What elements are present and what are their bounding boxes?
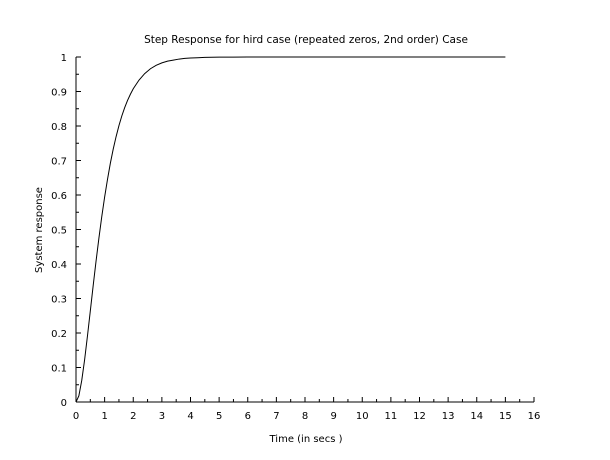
x-tick-label: 6 bbox=[245, 411, 251, 422]
y-ticks: 0 0.1 0.2 0.3 0.4 0.5 0.6 0.7 0.8 0.9 1 bbox=[51, 53, 81, 409]
x-tick-label: 14 bbox=[470, 411, 483, 422]
x-tick-label: 7 bbox=[273, 411, 279, 422]
x-tick-label: 1 bbox=[101, 411, 107, 422]
x-tick-label: 15 bbox=[499, 411, 512, 422]
x-tick-label: 16 bbox=[528, 411, 541, 422]
x-tick-label: 5 bbox=[216, 411, 222, 422]
chart-title: Step Response for hird case (repeated ze… bbox=[144, 34, 468, 46]
x-tick-label: 2 bbox=[130, 411, 136, 422]
y-tick-label: 0.2 bbox=[51, 329, 67, 340]
x-tick-label: 8 bbox=[302, 411, 308, 422]
x-tick-label: 0 bbox=[73, 411, 79, 422]
y-tick-label: 0 bbox=[61, 398, 67, 409]
x-tick-label: 3 bbox=[159, 411, 165, 422]
x-tick-label: 10 bbox=[356, 411, 369, 422]
x-tick-label: 11 bbox=[385, 411, 398, 422]
y-axis-label: System response bbox=[34, 187, 45, 273]
x-tick-label: 13 bbox=[442, 411, 455, 422]
y-tick-label: 0.1 bbox=[51, 364, 67, 375]
y-tick-label: 1 bbox=[61, 53, 67, 64]
y-tick-label: 0.9 bbox=[51, 88, 67, 99]
x-axis-label: Time (in secs ) bbox=[269, 434, 343, 445]
step-response-line bbox=[75, 56, 506, 403]
y-tick-label: 0.8 bbox=[51, 122, 67, 133]
y-tick-label: 0.5 bbox=[51, 226, 67, 237]
x-ticks: 0 1 2 3 4 5 6 7 8 9 10 11 12 13 14 15 16 bbox=[73, 397, 541, 422]
y-tick-label: 0.6 bbox=[51, 191, 67, 202]
axes bbox=[75, 57, 534, 403]
y-tick-label: 0.7 bbox=[51, 157, 67, 168]
x-tick-label: 9 bbox=[330, 411, 336, 422]
x-tick-label: 12 bbox=[413, 411, 426, 422]
x-tick-label: 4 bbox=[187, 411, 193, 422]
y-tick-label: 0.3 bbox=[51, 295, 67, 306]
y-tick-label: 0.4 bbox=[51, 260, 67, 271]
